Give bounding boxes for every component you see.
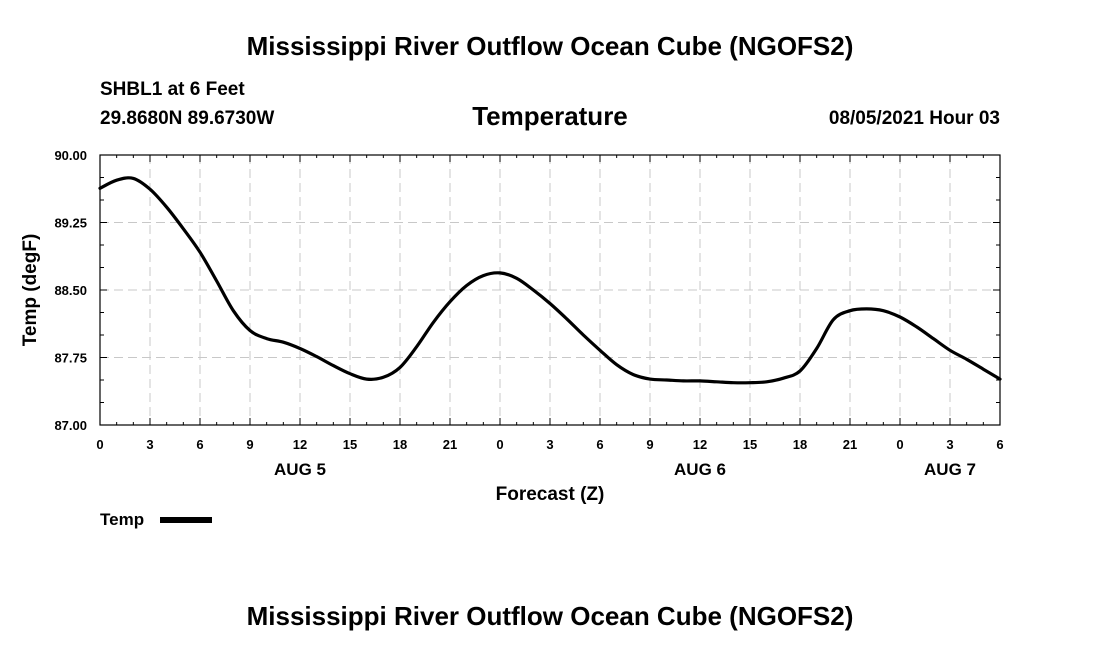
x-tick-label-11: 9: [646, 437, 653, 452]
legend: Temp: [100, 510, 212, 529]
y-tick-label-4: 90.00: [54, 148, 87, 163]
x-tick-label-4: 12: [293, 437, 307, 452]
x-tick-label-2: 6: [196, 437, 203, 452]
day-label-2: AUG 7: [924, 460, 976, 479]
x-tick-label-6: 18: [393, 437, 407, 452]
x-tick-label-0: 0: [96, 437, 103, 452]
day-label-0: AUG 5: [274, 460, 326, 479]
x-tick-label-14: 18: [793, 437, 807, 452]
issue-time: 08/05/2021 Hour 03: [829, 108, 1000, 129]
x-tick-label-17: 3: [946, 437, 953, 452]
x-axis-label: Forecast (Z): [496, 484, 605, 505]
day-label-1: AUG 6: [674, 460, 726, 479]
x-tick-label-13: 15: [743, 437, 757, 452]
plot-frame: [99, 154, 1001, 426]
day-labels: AUG 5 AUG 6 AUG 7: [274, 460, 976, 479]
gridlines: [100, 155, 1000, 425]
y-axis-label: Temp (degF): [20, 234, 41, 347]
station-name: SHBL1 at 6 Feet: [100, 79, 245, 100]
x-tick-label-8: 0: [496, 437, 503, 452]
chart-title: Mississippi River Outflow Ocean Cube (NG…: [247, 31, 854, 61]
station-location: 29.8680N 89.6730W: [100, 108, 274, 129]
x-tick-label-3: 9: [246, 437, 253, 452]
x-tick-label-5: 15: [343, 437, 357, 452]
footer-title: Mississippi River Outflow Ocean Cube (NG…: [247, 601, 854, 631]
x-tick-label-1: 3: [146, 437, 153, 452]
y-tick-label-1: 87.75: [54, 351, 87, 366]
y-tick-label-3: 89.25: [54, 216, 87, 231]
variable-title: Temperature: [472, 101, 628, 131]
x-tick-labels: 0 3 6 9 12 15 18 21 0 3 6 9 12 15 18 21 0 3 6: [96, 437, 1003, 452]
temp-series-line: [98, 176, 1002, 385]
legend-label-temp: Temp: [100, 510, 144, 529]
x-tick-label-12: 12: [693, 437, 707, 452]
x-tick-label-10: 6: [596, 437, 603, 452]
x-tick-label-15: 21: [843, 437, 857, 452]
y-tick-label-2: 88.50: [54, 283, 87, 298]
x-tick-label-16: 0: [896, 437, 903, 452]
y-tick-label-0: 87.00: [54, 418, 87, 433]
y-tick-labels: 87.00 87.75 88.50 89.25 90.00: [54, 148, 87, 433]
x-tick-label-9: 3: [546, 437, 553, 452]
x-tick-label-7: 21: [443, 437, 457, 452]
x-tick-label-18: 6: [996, 437, 1003, 452]
